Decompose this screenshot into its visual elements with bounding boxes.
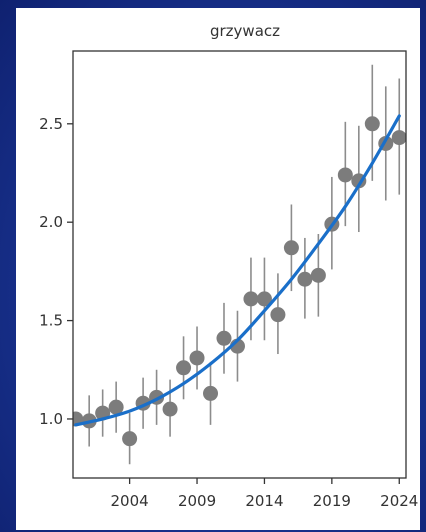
- x-tick-label-2014: 2014: [245, 492, 283, 510]
- data-point-2007: [162, 401, 178, 417]
- x-tick-label-2009: 2009: [178, 492, 216, 510]
- data-point-2018: [310, 267, 326, 283]
- plot-frame: [72, 50, 407, 479]
- y-tick-label-2.5: 2.5: [39, 115, 63, 133]
- trend-line: [74, 114, 401, 427]
- data-point-2016: [283, 240, 299, 256]
- y-tick-label-1.0: 1.0: [39, 410, 63, 428]
- x-tick-label-2019: 2019: [313, 492, 351, 510]
- plot-area: [73, 64, 406, 465]
- y-tick-label-1.5: 1.5: [39, 312, 63, 330]
- x-tick-label-2024: 2024: [380, 492, 418, 510]
- chart: grzywacz 1.0 1.5 2.0 2.5 2004 2009 2014 2019 202…: [39, 22, 418, 510]
- data-layer: [73, 64, 406, 465]
- axes: 1.0 1.5 2.0 2.5 2004 2009 2014 2019 2024: [39, 50, 418, 510]
- data-point-2013: [243, 291, 259, 307]
- x-tick-label-2004: 2004: [111, 492, 149, 510]
- data-point-2017: [297, 271, 313, 287]
- data-point-2022: [364, 116, 380, 132]
- data-point-2010: [203, 385, 219, 401]
- data-point-2024: [391, 130, 406, 146]
- data-point-2015: [270, 307, 286, 323]
- data-point-2020: [337, 167, 353, 183]
- data-point-2008: [176, 360, 192, 376]
- chart-title: grzywacz: [210, 22, 280, 40]
- data-point-2014: [256, 291, 272, 307]
- data-point-2009: [189, 350, 205, 366]
- data-point-2003: [108, 399, 124, 415]
- data-point-2011: [216, 330, 232, 346]
- y-tick-label-2.0: 2.0: [39, 213, 63, 231]
- data-point-2004: [122, 431, 138, 447]
- chart-panel: grzywacz 1.0 1.5 2.0 2.5 2004 2009 2014 2019 202…: [16, 8, 420, 530]
